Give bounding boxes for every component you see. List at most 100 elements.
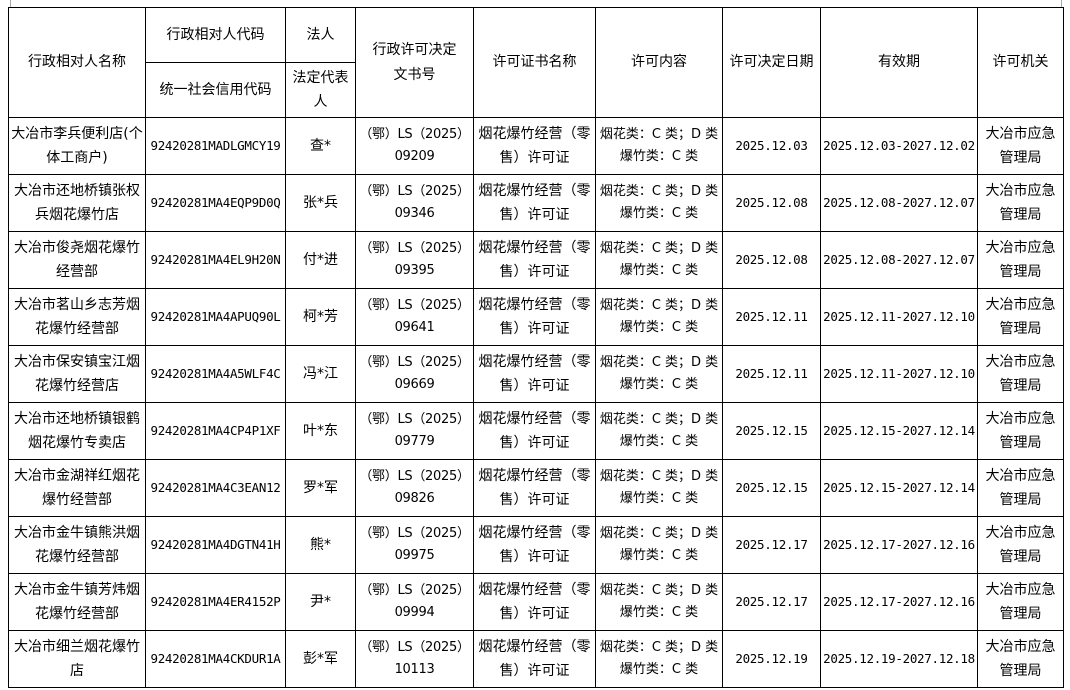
cell-name: 大冶市金牛镇芳炜烟花爆竹经营部	[8, 573, 146, 631]
cell-credit-code: 92420281MA4ER4152P	[145, 573, 286, 631]
header-name: 行政相对人名称	[8, 7, 146, 118]
cell-legal-rep: 叶*东	[285, 402, 356, 460]
cell-cert-name: 烟花爆竹经营（零售）许可证	[473, 459, 596, 517]
table-row: 大冶市还地桥镇银鹤烟花爆竹专卖店 92420281MA4CP4P1XF 叶*东 …	[8, 402, 1064, 460]
header-validity: 有效期	[820, 7, 978, 118]
cell-cert-name: 烟花爆竹经营（零售）许可证	[473, 288, 596, 346]
table-row: 大冶市金湖祥红烟花爆竹经营部 92420281MA4C3EAN12 罗*军 （鄂…	[8, 459, 1064, 517]
cell-content: 烟花类：C 类；D 类 爆竹类：C 类	[595, 459, 723, 517]
cell-content: 烟花类：C 类；D 类 爆竹类：C 类	[595, 345, 723, 403]
cell-authority: 大冶市应急管理局	[977, 231, 1064, 289]
header-code-bottom: 统一社会信用代码	[145, 62, 286, 118]
cell-decision-date: 2025.12.08	[722, 231, 821, 289]
header-authority: 许可机关	[977, 7, 1064, 118]
cell-credit-code: 92420281MA4EL9H20N	[145, 231, 286, 289]
cell-validity: 2025.12.08-2027.12.07	[820, 174, 978, 232]
cell-doc-no: （鄂）LS（2025） 09209	[355, 117, 474, 175]
table-row: 大冶市保安镇宝江烟花爆竹经营店 92420281MA4A5WLF4C 冯*江 （…	[8, 345, 1064, 403]
cell-validity: 2025.12.19-2027.12.18	[820, 630, 978, 688]
cell-doc-no: （鄂）LS（2025） 10113	[355, 630, 474, 688]
cell-name: 大冶市细兰烟花爆竹店	[8, 630, 146, 688]
cell-decision-date: 2025.12.15	[722, 459, 821, 517]
cell-cert-name: 烟花爆竹经营（零售）许可证	[473, 402, 596, 460]
cell-credit-code: 92420281MADLGMCY19	[145, 117, 286, 175]
header-row-top: 行政相对人名称 行政相对人代码 法人 行政许可决定 文书号 许可证书名称 许可内…	[8, 7, 1064, 118]
cell-doc-no: （鄂）LS（2025） 09994	[355, 573, 474, 631]
cell-name: 大冶市还地桥镇银鹤烟花爆竹专卖店	[8, 402, 146, 460]
cell-validity: 2025.12.03-2027.12.02	[820, 117, 978, 175]
cell-decision-date: 2025.12.15	[722, 402, 821, 460]
cell-doc-no: （鄂）LS（2025） 09395	[355, 231, 474, 289]
table-row: 大冶市还地桥镇张权兵烟花爆竹店 92420281MA4EQP9D0Q 张*兵 （…	[8, 174, 1064, 232]
table-row: 大冶市金牛镇芳炜烟花爆竹经营部 92420281MA4ER4152P 尹* （鄂…	[8, 573, 1064, 631]
cell-content: 烟花类：C 类；D 类 爆竹类：C 类	[595, 630, 723, 688]
cell-authority: 大冶市应急管理局	[977, 117, 1064, 175]
cell-legal-rep: 尹*	[285, 573, 356, 631]
header-cert-name: 许可证书名称	[473, 7, 596, 118]
cell-credit-code: 92420281MA4DGTN41H	[145, 516, 286, 574]
header-doc-no: 行政许可决定 文书号	[355, 7, 474, 118]
cell-authority: 大冶市应急管理局	[977, 345, 1064, 403]
cell-credit-code: 92420281MA4A5WLF4C	[145, 345, 286, 403]
header-content: 许可内容	[595, 7, 723, 118]
cell-validity: 2025.12.08-2027.12.07	[820, 231, 978, 289]
header-legal-top: 法人	[285, 7, 356, 63]
page-edge-artifact-right	[1061, 0, 1062, 7]
header-legal-bottom: 法定代表人	[285, 62, 356, 118]
cell-validity: 2025.12.11-2027.12.10	[820, 345, 978, 403]
table-row: 大冶市俊尧烟花爆竹经营部 92420281MA4EL9H20N 付*进 （鄂）L…	[8, 231, 1064, 289]
cell-legal-rep: 查*	[285, 117, 356, 175]
cell-legal-rep: 罗*军	[285, 459, 356, 517]
table-body: 大冶市李兵便利店(个体工商户) 92420281MADLGMCY19 查* （鄂…	[8, 117, 1064, 688]
cell-name: 大冶市金湖祥红烟花爆竹经营部	[8, 459, 146, 517]
cell-decision-date: 2025.12.11	[722, 345, 821, 403]
cell-cert-name: 烟花爆竹经营（零售）许可证	[473, 573, 596, 631]
cell-cert-name: 烟花爆竹经营（零售）许可证	[473, 174, 596, 232]
cell-name: 大冶市李兵便利店(个体工商户)	[8, 117, 146, 175]
cell-content: 烟花类：C 类；D 类 爆竹类：C 类	[595, 174, 723, 232]
cell-validity: 2025.12.17-2027.12.16	[820, 573, 978, 631]
cell-content: 烟花类：C 类；D 类 爆竹类：C 类	[595, 231, 723, 289]
cell-credit-code: 92420281MA4EQP9D0Q	[145, 174, 286, 232]
cell-content: 烟花类：C 类；D 类 爆竹类：C 类	[595, 402, 723, 460]
cell-decision-date: 2025.12.19	[722, 630, 821, 688]
cell-decision-date: 2025.12.08	[722, 174, 821, 232]
cell-cert-name: 烟花爆竹经营（零售）许可证	[473, 516, 596, 574]
cell-legal-rep: 柯*芳	[285, 288, 356, 346]
page-edge-artifact-left	[10, 0, 11, 7]
cell-validity: 2025.12.15-2027.12.14	[820, 402, 978, 460]
cell-authority: 大冶市应急管理局	[977, 288, 1064, 346]
header-code-top: 行政相对人代码	[145, 7, 286, 63]
cell-doc-no: （鄂）LS（2025） 09641	[355, 288, 474, 346]
cell-cert-name: 烟花爆竹经营（零售）许可证	[473, 231, 596, 289]
table-row: 大冶市茗山乡志芳烟花爆竹经营部 92420281MA4APUQ90L 柯*芳 （…	[8, 288, 1064, 346]
cell-validity: 2025.12.11-2027.12.10	[820, 288, 978, 346]
table-row: 大冶市李兵便利店(个体工商户) 92420281MADLGMCY19 查* （鄂…	[8, 117, 1064, 175]
cell-content: 烟花类：C 类；D 类 爆竹类：C 类	[595, 573, 723, 631]
cell-authority: 大冶市应急管理局	[977, 174, 1064, 232]
cell-authority: 大冶市应急管理局	[977, 459, 1064, 517]
cell-content: 烟花类：C 类；D 类 爆竹类：C 类	[595, 516, 723, 574]
header-decision-date: 许可决定日期	[722, 7, 821, 118]
cell-legal-rep: 冯*江	[285, 345, 356, 403]
cell-doc-no: （鄂）LS（2025） 09669	[355, 345, 474, 403]
cell-decision-date: 2025.12.17	[722, 516, 821, 574]
cell-doc-no: （鄂）LS（2025） 09826	[355, 459, 474, 517]
permits-table: 行政相对人名称 行政相对人代码 法人 行政许可决定 文书号 许可证书名称 许可内…	[8, 7, 1064, 688]
cell-name: 大冶市保安镇宝江烟花爆竹经营店	[8, 345, 146, 403]
cell-credit-code: 92420281MA4CP4P1XF	[145, 402, 286, 460]
cell-doc-no: （鄂）LS（2025） 09346	[355, 174, 474, 232]
cell-name: 大冶市还地桥镇张权兵烟花爆竹店	[8, 174, 146, 232]
cell-decision-date: 2025.12.17	[722, 573, 821, 631]
cell-cert-name: 烟花爆竹经营（零售）许可证	[473, 630, 596, 688]
cell-authority: 大冶市应急管理局	[977, 402, 1064, 460]
table-row: 大冶市细兰烟花爆竹店 92420281MA4CKDUR1A 彭*军 （鄂）LS（…	[8, 630, 1064, 688]
cell-authority: 大冶市应急管理局	[977, 516, 1064, 574]
cell-cert-name: 烟花爆竹经营（零售）许可证	[473, 345, 596, 403]
cell-legal-rep: 付*进	[285, 231, 356, 289]
cell-legal-rep: 张*兵	[285, 174, 356, 232]
header-row-bottom: 统一社会信用代码 法定代表人	[9, 62, 1064, 118]
cell-validity: 2025.12.17-2027.12.16	[820, 516, 978, 574]
cell-name: 大冶市茗山乡志芳烟花爆竹经营部	[8, 288, 146, 346]
